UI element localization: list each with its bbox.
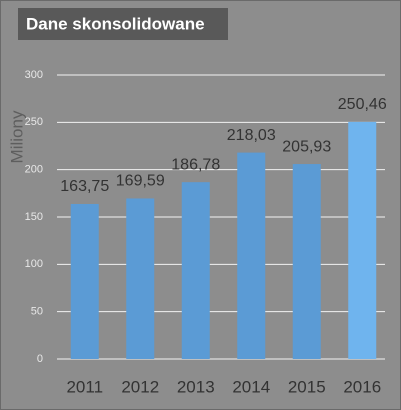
x-tick-label: 2014 xyxy=(232,377,270,396)
bar xyxy=(181,182,210,359)
x-tick-label: 2015 xyxy=(288,377,326,396)
y-tick-label: 100 xyxy=(25,258,43,270)
y-tick-label: 250 xyxy=(25,116,43,128)
value-label: 218,03 xyxy=(227,127,276,144)
y-tick-label: 300 xyxy=(25,69,43,81)
y-axis-label: Miliony xyxy=(7,110,26,163)
y-tick-label: 50 xyxy=(31,306,43,318)
y-tick-label: 0 xyxy=(37,353,43,365)
value-label: 186,78 xyxy=(171,156,220,173)
y-tick-label: 200 xyxy=(25,164,43,176)
x-tick-label: 2013 xyxy=(177,377,215,396)
bar xyxy=(348,121,377,360)
bar xyxy=(237,152,266,359)
x-tick-label: 2012 xyxy=(121,377,159,396)
x-tick-label: 2011 xyxy=(66,377,103,396)
value-label: 169,59 xyxy=(116,173,165,190)
value-label: 163,75 xyxy=(60,178,109,195)
y-tick-label: 150 xyxy=(25,211,43,223)
bar xyxy=(70,203,99,359)
value-label: 250,46 xyxy=(338,96,387,113)
x-tick-label: 2016 xyxy=(343,377,381,396)
bar xyxy=(126,198,155,359)
value-label: 205,93 xyxy=(282,138,331,155)
title-box xyxy=(18,8,228,40)
chart-title: Dane skonsolidowane xyxy=(26,14,205,33)
bar xyxy=(292,164,321,359)
